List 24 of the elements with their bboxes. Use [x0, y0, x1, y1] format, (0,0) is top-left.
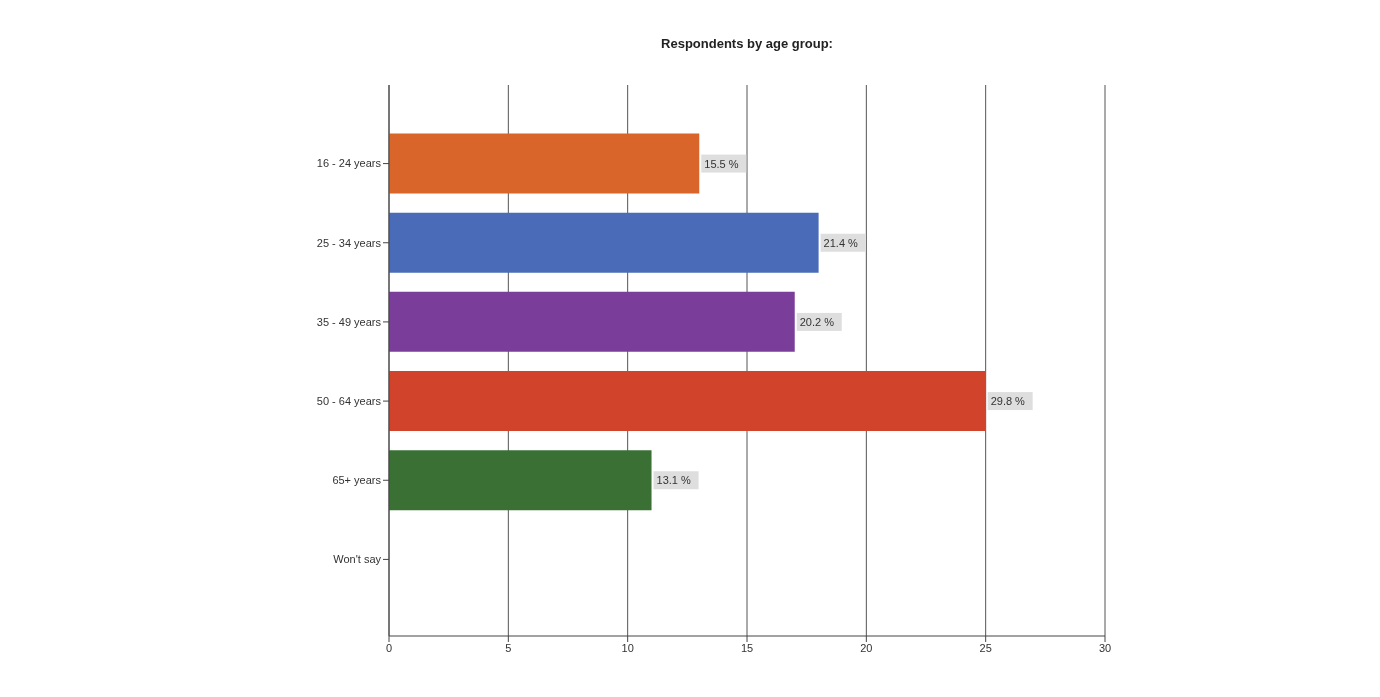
y-tick-label: 35 - 49 years — [316, 315, 382, 328]
bar — [389, 133, 700, 194]
y-tick-label: 65+ years — [332, 474, 382, 487]
annotation: 20.2 % — [799, 315, 835, 328]
bar — [389, 212, 819, 273]
x-tick-label: 5 — [505, 641, 512, 654]
x-tick-label: 30 — [1098, 641, 1112, 654]
annotation: 21.4 % — [823, 236, 859, 249]
annotation: 15.5 % — [704, 157, 739, 170]
chart-title: Respondents by age group: — [660, 36, 834, 51]
y-tick-label: Won't say — [333, 553, 382, 566]
annotation: 29.8 % — [990, 395, 1026, 408]
bar — [389, 291, 795, 352]
y-tick-label: 50 - 64 years — [316, 394, 382, 407]
x-tick-label: 0 — [385, 641, 393, 654]
x-tick-label: 15 — [740, 641, 754, 654]
bar — [389, 371, 986, 431]
x-tick-label: 20 — [860, 641, 873, 654]
y-tick-label: 25 - 34 years — [316, 236, 382, 249]
y-tick-label: 16 - 24 years — [316, 157, 382, 170]
x-tick-label: 10 — [621, 641, 634, 654]
x-tick-label: 25 — [979, 641, 992, 654]
annotation: 13.1 % — [656, 474, 691, 487]
bar — [389, 450, 652, 511]
